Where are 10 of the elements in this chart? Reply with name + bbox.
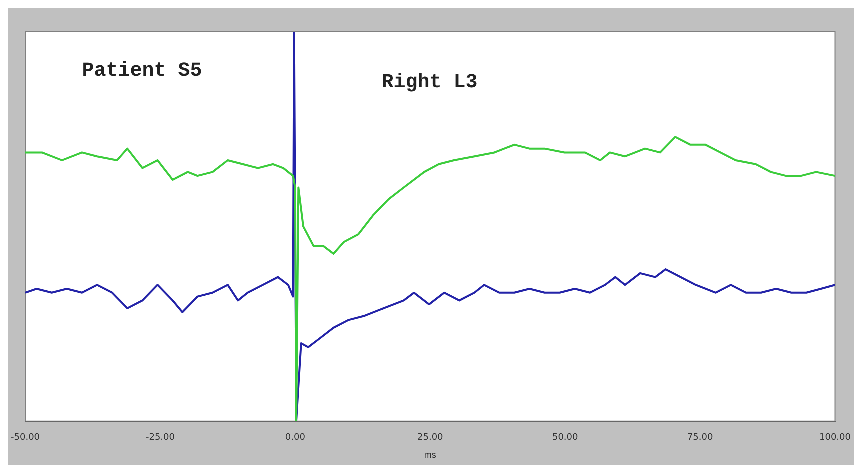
x-tick-label: -25.00 [146, 433, 176, 444]
annotation: Patient S5 [82, 60, 202, 83]
x-tick-label: 0.00 [285, 433, 306, 444]
x-tick-label: 100.00 [820, 433, 852, 444]
annotation: Right L3 [382, 72, 478, 95]
x-tick-label: 50.00 [552, 433, 578, 444]
x-tick-label: -50.00 [11, 433, 40, 444]
x-tick-label: 75.00 [687, 433, 714, 444]
x-axis-title: ms [424, 450, 437, 460]
x-tick-label: 25.00 [418, 433, 444, 444]
